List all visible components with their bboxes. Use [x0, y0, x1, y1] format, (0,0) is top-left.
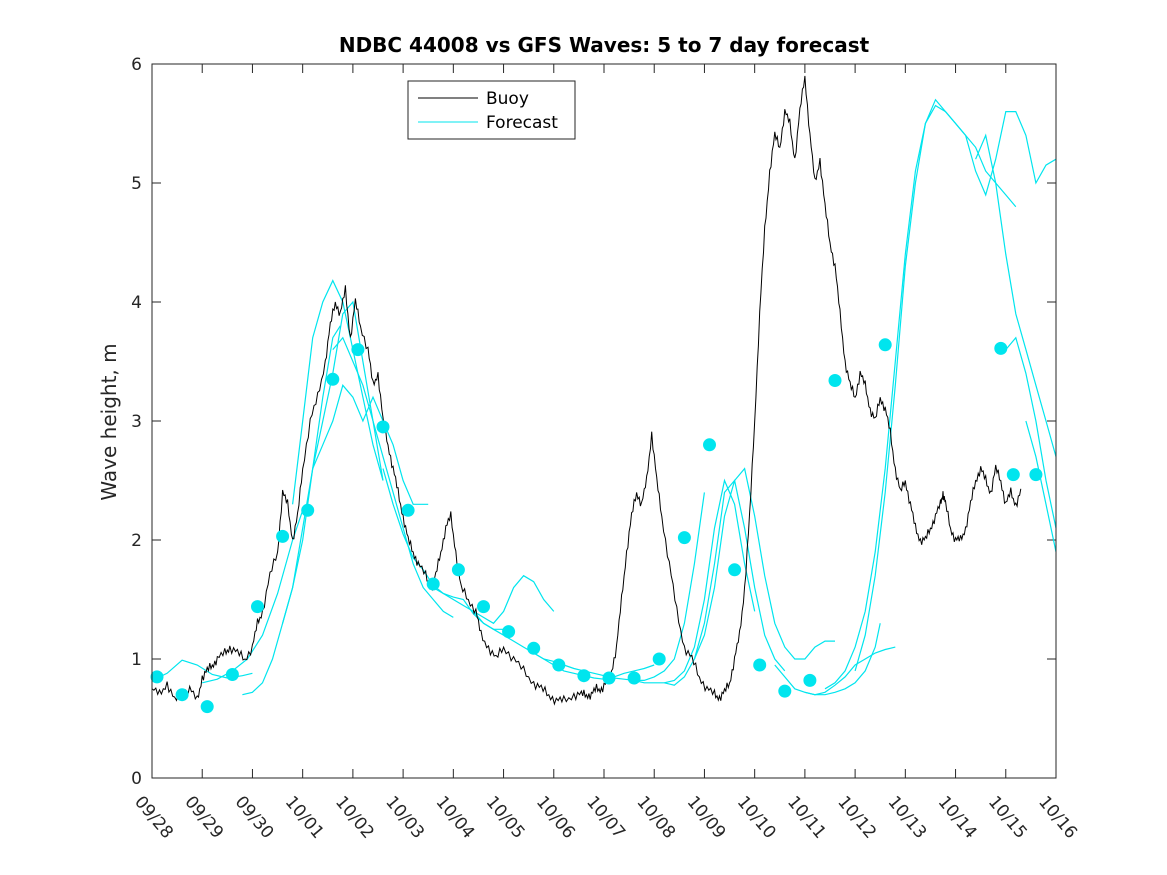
forecast-marker [677, 531, 691, 545]
forecast-marker [878, 338, 892, 352]
plot-area-frame [151, 63, 1057, 779]
x-tick-label: 10/08 [632, 792, 679, 842]
forecast-marker [1006, 468, 1020, 482]
forecast-line [975, 133, 1056, 457]
x-tick-label: 10/12 [833, 792, 880, 842]
forecast-marker [527, 641, 541, 655]
x-tick-labels: 09/28 09/29 09/30 10/01 10/02 10/03 10/04 10/05… [130, 792, 1081, 842]
forecast-marker [502, 625, 516, 639]
forecast-line [292, 279, 384, 505]
forecast-marker [728, 563, 742, 577]
forecast-marker [803, 673, 817, 687]
forecast-marker [602, 671, 616, 685]
legend-buoy-label: Buoy [486, 89, 529, 109]
buoy-line [152, 75, 1022, 706]
x-tick-label: 10/15 [984, 792, 1031, 842]
forecast-marker [225, 668, 239, 681]
y-tick-label: 3 [131, 412, 142, 432]
forecast-marker [175, 688, 189, 702]
forecast-line [242, 325, 341, 696]
forecast-line [824, 98, 1056, 690]
legend: Buoy Forecast [407, 80, 576, 140]
forecast-line [774, 623, 881, 696]
forecast-marker [703, 438, 716, 452]
y-tick-label: 0 [131, 769, 142, 789]
forecast-marker [401, 503, 415, 517]
forecast-marker [426, 577, 440, 591]
forecast-line [664, 479, 786, 686]
x-tick-label: 10/05 [482, 792, 529, 842]
forecast-marker [1029, 468, 1043, 482]
forecast-marker [301, 503, 315, 517]
x-tick-label: 10/11 [783, 792, 830, 842]
forecast-marker [200, 700, 214, 714]
x-tick-label: 10/13 [884, 792, 931, 842]
x-tick-label: 10/02 [331, 792, 378, 842]
forecast-marker [251, 600, 264, 614]
x-tick-label: 09/28 [130, 792, 177, 842]
x-tick-label: 10/10 [733, 792, 780, 842]
forecast-marker [326, 372, 340, 386]
x-tick-label: 10/09 [683, 792, 730, 842]
buoy-series [152, 75, 1022, 706]
forecast-line [633, 478, 756, 684]
forecast-marker [652, 652, 666, 666]
legend-box [407, 80, 576, 140]
forecast-marker [376, 420, 390, 434]
forecast-marker [351, 343, 365, 357]
forecast-line [1025, 420, 1056, 553]
forecast-line [472, 611, 585, 672]
forecast-marker [451, 563, 465, 577]
forecast-marker [778, 684, 792, 698]
y-tick-label: 4 [131, 293, 142, 313]
forecast-line [202, 510, 304, 684]
forecast-marker [477, 600, 490, 614]
x-tick-label: 09/29 [180, 792, 227, 842]
x-tick-label: 10/16 [1034, 792, 1081, 842]
forecast-line [583, 492, 705, 682]
forecast-marker [552, 658, 566, 672]
axis-ticks [151, 63, 1057, 779]
forecast-line [854, 104, 1017, 672]
x-tick-label: 09/30 [231, 792, 278, 842]
forecast-marker [577, 669, 591, 683]
x-tick-label: 10/06 [532, 792, 579, 842]
x-tick-label: 10/01 [281, 792, 328, 842]
chart-title: NDBC 44008 vs GFS Waves: 5 to 7 day fore… [339, 33, 870, 57]
forecast-line [152, 659, 253, 681]
forecast-line [332, 336, 454, 618]
forecast-marker [627, 671, 641, 685]
x-tick-label: 10/04 [432, 792, 479, 842]
y-tick-label: 5 [131, 174, 142, 194]
y-axis-label: Wave height, m [97, 343, 121, 500]
forecast-line [804, 646, 896, 696]
forecast-line [312, 384, 429, 505]
legend-forecast-label: Forecast [486, 113, 558, 133]
x-tick-label: 10/07 [582, 792, 629, 842]
y-tick-label: 6 [131, 55, 142, 75]
forecast-series [152, 98, 1056, 696]
forecast-marker [828, 374, 842, 387]
x-tick-label: 10/14 [934, 792, 981, 842]
y-tick-labels: 0 1 2 3 4 5 6 [131, 55, 142, 789]
forecast-marker [753, 658, 767, 672]
forecast-marker [150, 670, 164, 684]
forecast-line [1005, 336, 1056, 529]
forecast-marker [276, 529, 290, 543]
forecast-line [432, 574, 555, 625]
forecast-marker [994, 341, 1008, 355]
y-tick-label: 2 [131, 531, 142, 551]
y-tick-label: 1 [131, 650, 142, 670]
forecast-markers [150, 338, 1043, 714]
x-tick-label: 10/03 [381, 792, 428, 842]
forecast-line [693, 467, 835, 660]
